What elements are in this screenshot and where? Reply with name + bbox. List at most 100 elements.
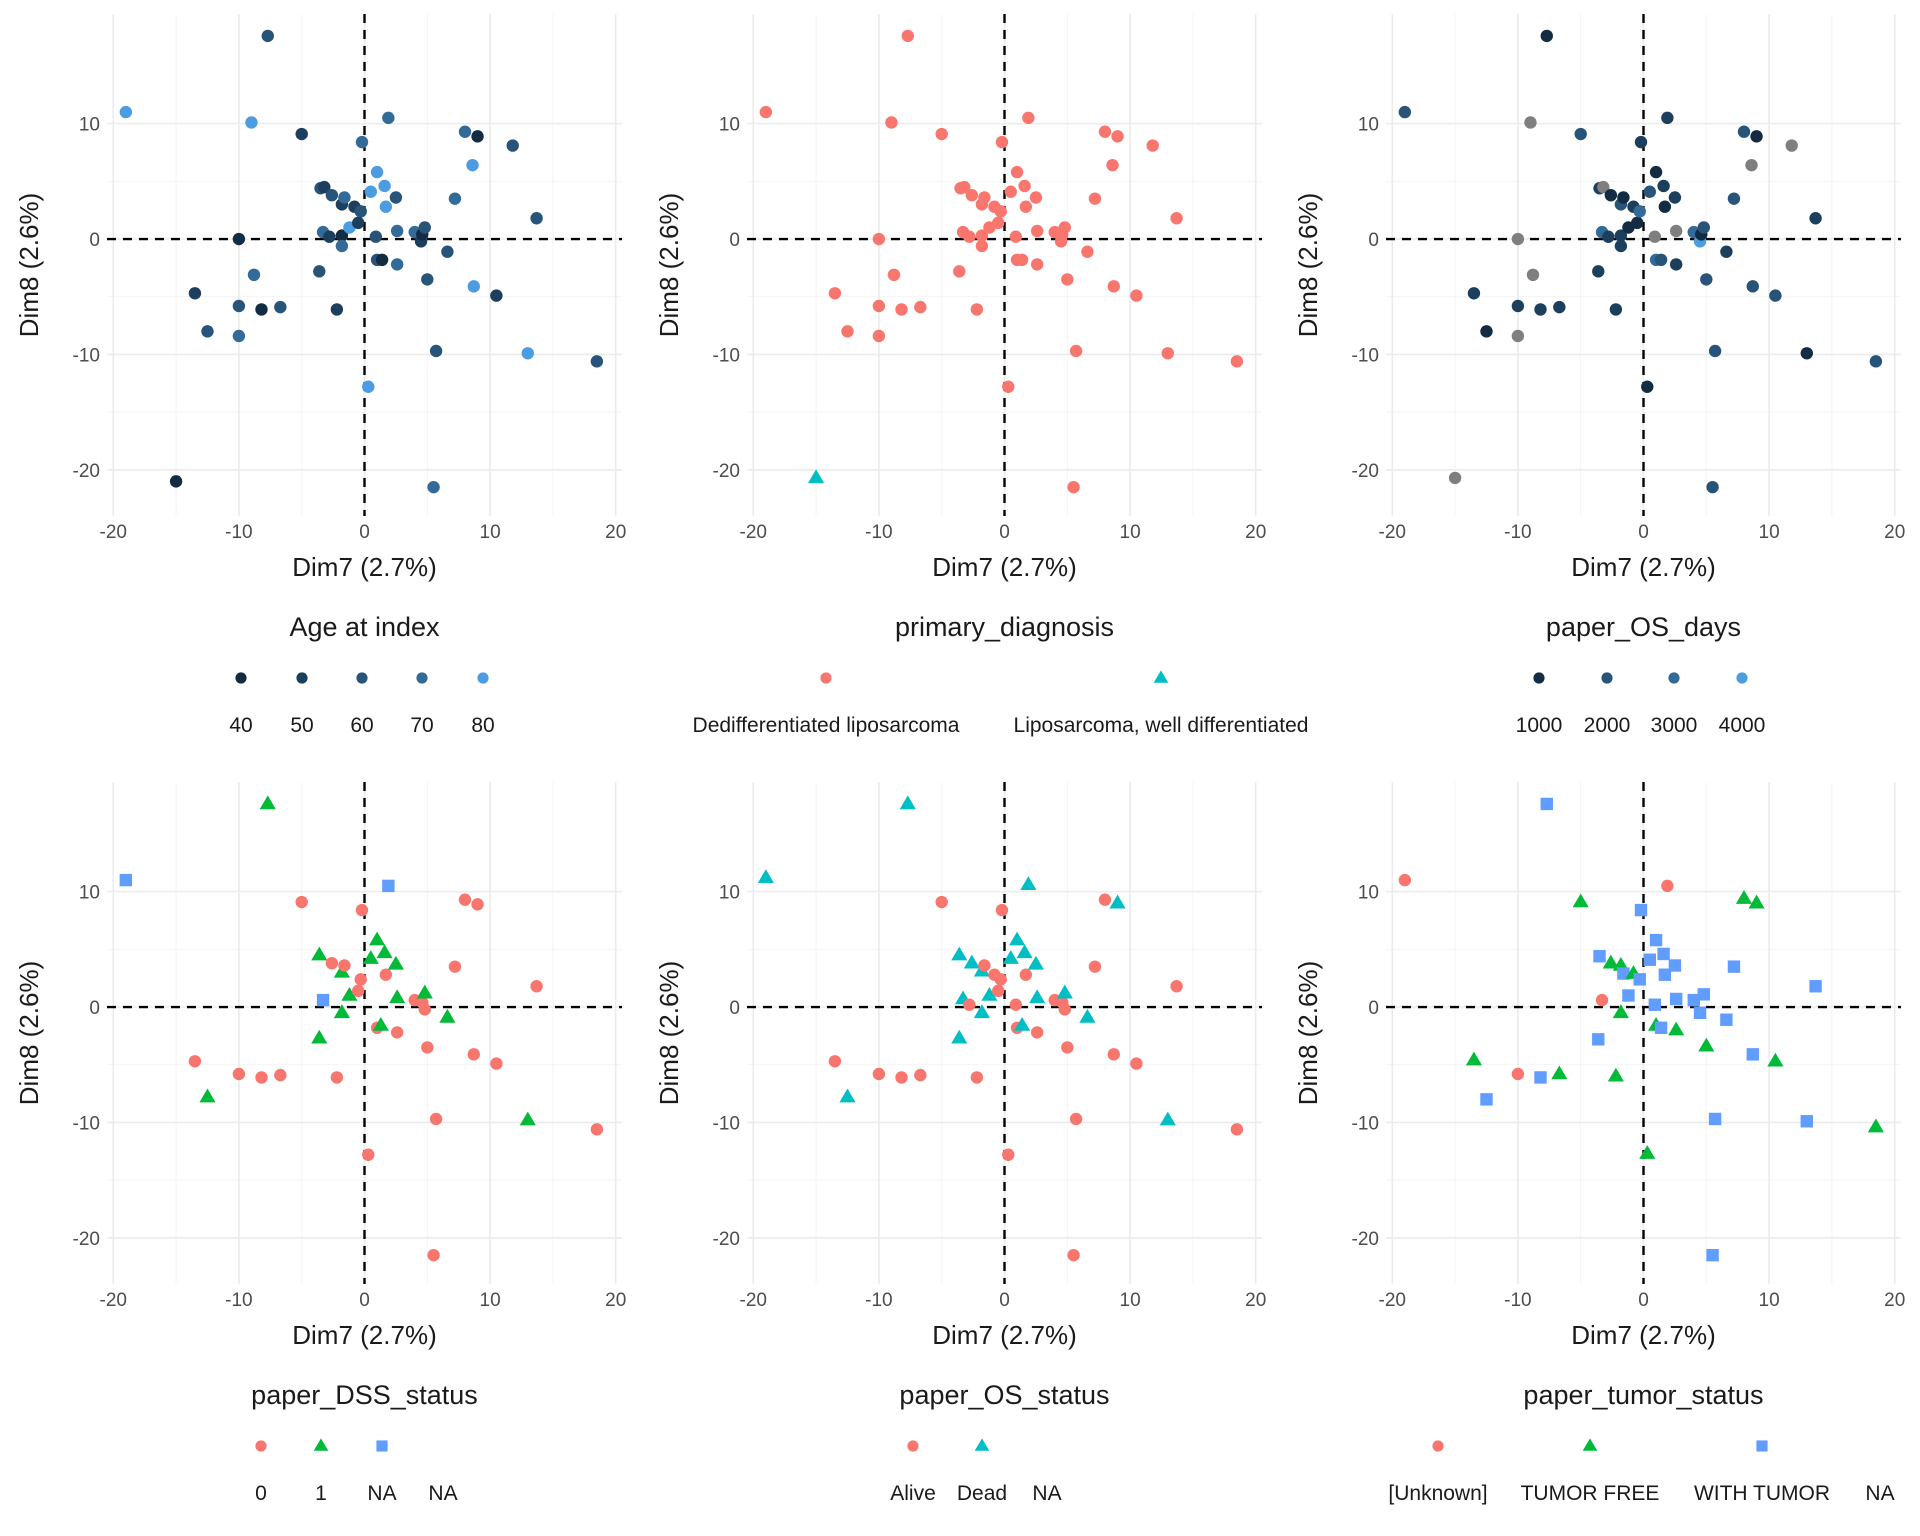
x-tick-label: -20	[740, 522, 767, 543]
data-point	[1069, 344, 1083, 358]
data-point	[1230, 355, 1244, 368]
data-point	[1869, 355, 1883, 368]
data-point	[970, 1071, 984, 1084]
data-point	[490, 289, 503, 302]
data-point	[372, 1016, 389, 1031]
data-points	[757, 795, 1244, 1262]
data-point	[311, 946, 328, 961]
legend-key	[255, 1440, 267, 1452]
data-point	[1668, 1021, 1685, 1036]
data-point	[1511, 232, 1525, 246]
data-point	[953, 265, 966, 278]
data-point	[965, 188, 979, 202]
legend: paper_DSS_status 0 1 NA NA	[251, 1380, 478, 1505]
x-tick-label: 20	[605, 522, 626, 543]
data-point	[458, 125, 472, 138]
data-point	[1480, 1093, 1493, 1106]
data-point	[887, 268, 901, 282]
y-axis-title: Dim8 (2.6%)	[654, 193, 684, 337]
data-point	[1643, 185, 1656, 198]
data-point	[1109, 894, 1126, 909]
data-point	[355, 135, 369, 149]
data-point	[341, 986, 358, 1001]
data-point	[530, 212, 543, 225]
legend-label: 70	[410, 714, 433, 737]
legend-label: 1000	[1516, 714, 1563, 737]
data-point	[441, 245, 454, 258]
data-points	[1398, 29, 1883, 494]
data-point	[1029, 989, 1046, 1004]
legend-label: 60	[350, 714, 373, 737]
data-point	[1002, 950, 1019, 964]
data-point	[1170, 212, 1183, 225]
data-point	[1769, 289, 1782, 302]
legend-title: paper_OS_days	[1546, 612, 1741, 642]
legend-key	[416, 672, 428, 684]
data-point	[1658, 968, 1672, 981]
legend-key	[376, 1440, 388, 1452]
data-point	[338, 959, 351, 972]
data-point	[1669, 224, 1683, 238]
data-point	[311, 1029, 328, 1044]
data-point	[519, 1111, 536, 1126]
data-point	[330, 303, 344, 316]
legend-key	[356, 672, 368, 684]
legend-label: 50	[290, 714, 313, 737]
legend: primary_diagnosis Dedifferentiated liposa…	[693, 612, 1309, 737]
data-point	[369, 230, 383, 243]
data-point	[1745, 158, 1758, 172]
legend-label: 80	[471, 714, 494, 737]
data-point	[1708, 1112, 1722, 1126]
legend-title: paper_OS_status	[899, 1380, 1109, 1410]
y-tick-label: 0	[729, 230, 740, 251]
y-tick-label: -20	[713, 1229, 740, 1250]
x-tick-label: 20	[1884, 522, 1905, 543]
data-point	[1027, 955, 1044, 970]
x-tick-label: -10	[225, 522, 252, 543]
legend: paper_OS_status Alive Dead NA	[890, 1380, 1109, 1505]
data-point	[1022, 111, 1035, 125]
data-point	[1002, 380, 1015, 393]
data-point	[119, 105, 133, 119]
data-point	[1809, 980, 1822, 993]
data-point	[1106, 158, 1119, 172]
data-point	[1146, 139, 1159, 152]
data-point	[364, 185, 377, 198]
data-point	[872, 299, 886, 313]
data-point	[757, 869, 774, 884]
data-point	[1056, 984, 1073, 999]
data-point	[1609, 303, 1623, 316]
data-point	[1697, 988, 1710, 1001]
legend-label: Dead	[957, 1482, 1007, 1505]
legend-key	[907, 1440, 919, 1452]
y-tick-label: -10	[73, 345, 100, 366]
data-point	[255, 303, 268, 316]
data-point	[995, 135, 1009, 149]
data-point	[935, 127, 948, 141]
data-point	[490, 1057, 503, 1070]
data-point	[1067, 480, 1080, 494]
data-point	[1669, 258, 1683, 271]
data-point	[951, 1029, 968, 1044]
data-point	[1088, 192, 1102, 205]
data-point	[590, 355, 604, 368]
data-point	[466, 158, 479, 172]
data-point	[232, 232, 246, 246]
legend-key	[820, 672, 832, 684]
data-point	[429, 1112, 443, 1126]
data-point	[1018, 179, 1031, 193]
data-point	[530, 980, 543, 993]
data-point	[382, 879, 395, 893]
legend-label: Alive	[890, 1482, 936, 1505]
data-point	[325, 956, 339, 970]
x-tick-label: 20	[1884, 1290, 1905, 1311]
data-point	[325, 188, 339, 202]
data-point	[1058, 221, 1071, 234]
data-point	[1014, 1016, 1031, 1031]
x-tick-label: -10	[225, 1290, 252, 1311]
data-point	[1641, 380, 1654, 393]
x-tick-label: 0	[359, 522, 370, 543]
data-point	[1107, 280, 1120, 293]
data-point	[914, 1068, 927, 1082]
